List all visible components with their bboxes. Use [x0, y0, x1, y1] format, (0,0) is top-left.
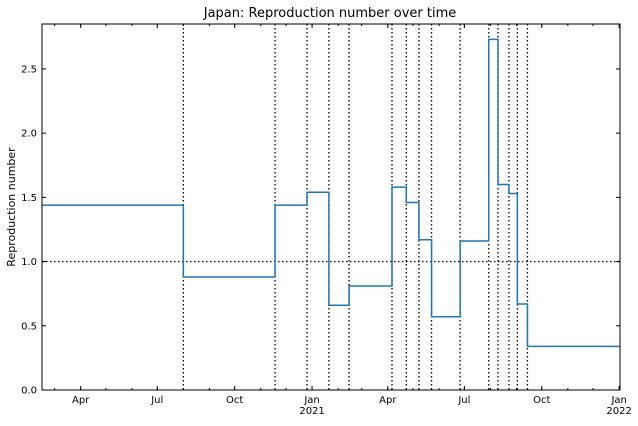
x-tick-label: Jan: [610, 395, 626, 406]
x-tick-label: Oct: [226, 395, 243, 406]
chart-title: Japan: Reproduction number over time: [203, 6, 457, 21]
y-tick-label: 0.0: [21, 386, 37, 397]
y-tick-label: 1.5: [21, 193, 37, 204]
x-tick-label: Jul: [457, 395, 470, 406]
x-tick-label: Apr: [379, 395, 397, 406]
x-tick-label: Oct: [533, 395, 550, 406]
y-axis-label: Reproduction number: [5, 147, 18, 267]
plot-frame: [41, 23, 621, 391]
y-tick-label: 2.0: [21, 129, 37, 140]
x-tick-label: Jan: [303, 395, 319, 406]
x-tick-label: Jul: [150, 395, 163, 406]
y-tick-label: 0.5: [21, 321, 37, 332]
series-line: [42, 38, 620, 348]
x-tick-year-label: 2022: [606, 406, 631, 417]
y-tick-label: 2.5: [21, 64, 37, 75]
x-tick-label: Apr: [72, 395, 90, 406]
x-tick-year-label: 2021: [299, 406, 324, 417]
y-tick-label: 1.0: [21, 257, 37, 268]
